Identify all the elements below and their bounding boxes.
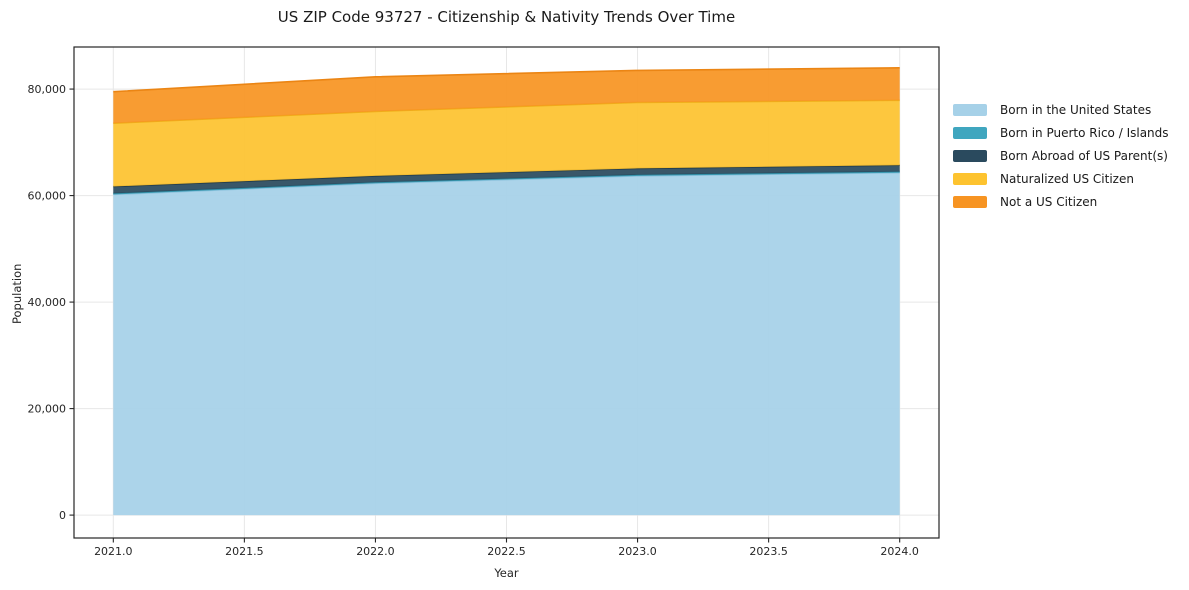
area-series-4 — [113, 67, 900, 124]
y-tick-label: 40,000 — [28, 296, 67, 309]
tick-marks — [69, 88, 901, 543]
x-tick-label: 2023.5 — [749, 545, 788, 558]
y-tick-label: 20,000 — [28, 402, 67, 415]
legend-label: Born in Puerto Rico / Islands — [1000, 126, 1169, 140]
legend-swatch-icon — [953, 173, 987, 185]
area-series-2 — [113, 165, 900, 194]
legend-item-1: Born in Puerto Rico / Islands — [953, 127, 1169, 139]
legend-label: Not a US Citizen — [1000, 195, 1098, 209]
legend-item-2: Born Abroad of US Parent(s) — [953, 150, 1169, 162]
x-axis-label: Year — [494, 566, 519, 580]
x-tick-label: 2023.0 — [618, 545, 657, 558]
legend: Born in the United States Born in Puerto … — [953, 104, 1169, 208]
x-tick-label: 2021.0 — [94, 545, 133, 558]
x-tick-label: 2021.5 — [225, 545, 264, 558]
tick-labels: 2021.0 2021.5 2022.0 2022.5 2023.0 2023.5 2024… — [28, 83, 919, 558]
legend-item-4: Not a US Citizen — [953, 196, 1169, 208]
x-tick-label: 2024.0 — [880, 545, 919, 558]
area-series-3 — [113, 100, 900, 187]
y-tick-label: 80,000 — [28, 83, 67, 96]
legend-label: Born Abroad of US Parent(s) — [1000, 149, 1168, 163]
chart-title: US ZIP Code 93727 - Citizenship & Nativi… — [277, 8, 736, 26]
x-tick-label: 2022.5 — [487, 545, 526, 558]
y-tick-label: 0 — [59, 509, 66, 522]
y-axis-label: Population — [10, 263, 24, 324]
area-edge-4 — [113, 67, 900, 93]
legend-swatch-icon — [953, 127, 987, 139]
x-tick-label: 2022.0 — [356, 545, 395, 558]
legend-item-3: Naturalized US Citizen — [953, 173, 1169, 185]
legend-swatch-icon — [953, 150, 987, 162]
legend-label: Born in the United States — [1000, 103, 1152, 117]
legend-swatch-icon — [953, 196, 987, 208]
y-tick-label: 60,000 — [28, 189, 67, 202]
legend-item-0: Born in the United States — [953, 104, 1169, 116]
legend-label: Naturalized US Citizen — [1000, 172, 1134, 186]
legend-swatch-icon — [953, 104, 987, 116]
area-series-0 — [113, 172, 900, 516]
